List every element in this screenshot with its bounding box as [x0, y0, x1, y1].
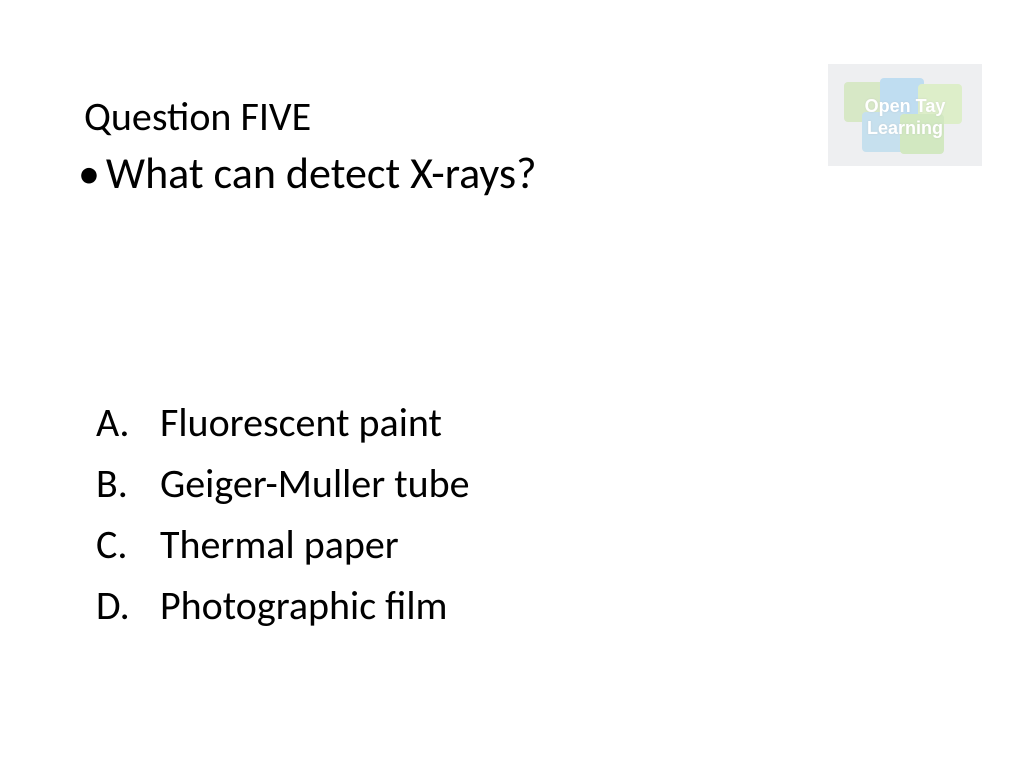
puzzle-icon: Open Tay Learning: [842, 76, 968, 154]
answers-list: A. Fluorescent paint B. Geiger-Muller tu…: [96, 398, 470, 642]
bullet-icon: •: [78, 146, 100, 200]
question-text: What can detect X-rays?: [106, 146, 537, 200]
answer-option: A. Fluorescent paint: [96, 398, 470, 447]
answer-option: C. Thermal paper: [96, 520, 470, 569]
logo-line2: Learning: [842, 118, 968, 140]
answer-option: D. Photographic film: [96, 581, 470, 630]
question-text-row: •What can detect X-rays?: [78, 146, 537, 200]
answer-text: Geiger-Muller tube: [160, 459, 470, 508]
answer-letter: D.: [96, 581, 160, 630]
slide-container: Question FIVE •What can detect X-rays? A…: [0, 0, 1024, 768]
answer-option: B. Geiger-Muller tube: [96, 459, 470, 508]
question-number-title: Question FIVE: [84, 92, 311, 141]
answer-text: Fluorescent paint: [160, 398, 442, 447]
logo-line1: Open Tay: [842, 96, 968, 118]
answer-letter: B.: [96, 459, 160, 508]
logo-background: Open Tay Learning: [828, 64, 982, 166]
answer-text: Thermal paper: [160, 520, 399, 569]
answer-text: Photographic film: [160, 581, 447, 630]
answer-letter: A.: [96, 398, 160, 447]
brand-logo: Open Tay Learning: [828, 64, 982, 166]
logo-text: Open Tay Learning: [842, 96, 968, 139]
answer-letter: C.: [96, 520, 160, 569]
